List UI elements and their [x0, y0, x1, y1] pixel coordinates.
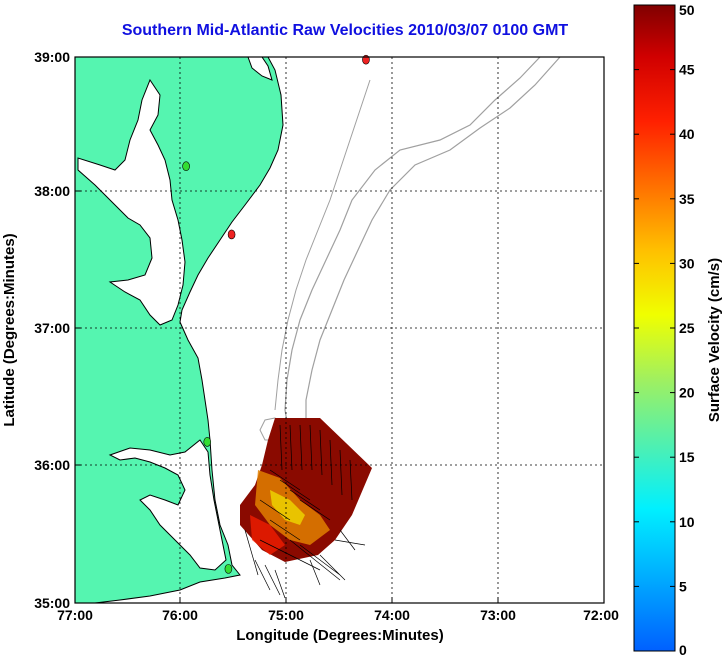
- delaware-bay: [247, 57, 273, 81]
- colorbar-tick-label: 0: [679, 642, 687, 658]
- chesapeake-bay: [77, 78, 186, 326]
- bathymetry-contour: [284, 57, 541, 501]
- y-tick-label: 38:00: [34, 183, 70, 199]
- bathymetry-contour: [305, 57, 561, 491]
- velocity-vectors: [244, 424, 366, 599]
- x-tick-label: 75:00: [268, 607, 304, 623]
- grid-lines: [75, 57, 604, 603]
- bathymetry-contour: [274, 79, 371, 411]
- y-tick-label: 39:00: [34, 49, 70, 65]
- colorbar-tick-label: 35: [679, 191, 695, 207]
- green-station: [182, 161, 190, 171]
- velocity-field: [240, 418, 372, 599]
- colorbar-tick-label: 20: [679, 385, 695, 401]
- colorbar-tick-label: 40: [679, 126, 695, 142]
- colorbar-tick-label: 30: [679, 255, 695, 271]
- axis-ticks: [74, 56, 605, 604]
- y-tick-label: 35:00: [34, 595, 70, 611]
- green-station: [224, 564, 233, 574]
- velocity-hotspot: [250, 515, 285, 555]
- y-tick-label: 37:00: [34, 320, 70, 336]
- colorbar-label: Surface Velocity (cm/s): [706, 258, 723, 422]
- green-station: [203, 437, 212, 447]
- x-tick-label: 76:00: [162, 607, 198, 623]
- colorbar-tick-label: 15: [679, 449, 695, 465]
- velocity-hotspot: [270, 490, 305, 525]
- map-title: Southern Mid-Atlantic Raw Velocities 201…: [121, 22, 569, 39]
- red-station: [227, 229, 236, 240]
- x-tick-label: 77:00: [57, 607, 93, 623]
- x-tick-label: 73:00: [480, 607, 516, 623]
- colorbar-tick-label: 10: [679, 514, 695, 530]
- x-tick-label: 74:00: [374, 607, 410, 623]
- y-tick-label: 36:00: [34, 457, 70, 473]
- plot-frame: [74, 56, 605, 604]
- colorbar-tick-label: 25: [679, 320, 695, 336]
- colorbar-tick-label: 45: [679, 62, 695, 78]
- y-axis-label: Latitude (Degrees:Minutes): [1, 233, 18, 426]
- colorbar-tick-label: 50: [679, 2, 695, 18]
- x-tick-label: 72:00: [583, 607, 619, 623]
- radar-stations: [182, 54, 370, 574]
- x-axis-label: Longitude (Degrees:Minutes): [236, 627, 444, 644]
- colorbar-tick-label: 5: [679, 578, 687, 594]
- colorbar: [633, 4, 676, 652]
- pamlico-sound: [108, 439, 227, 571]
